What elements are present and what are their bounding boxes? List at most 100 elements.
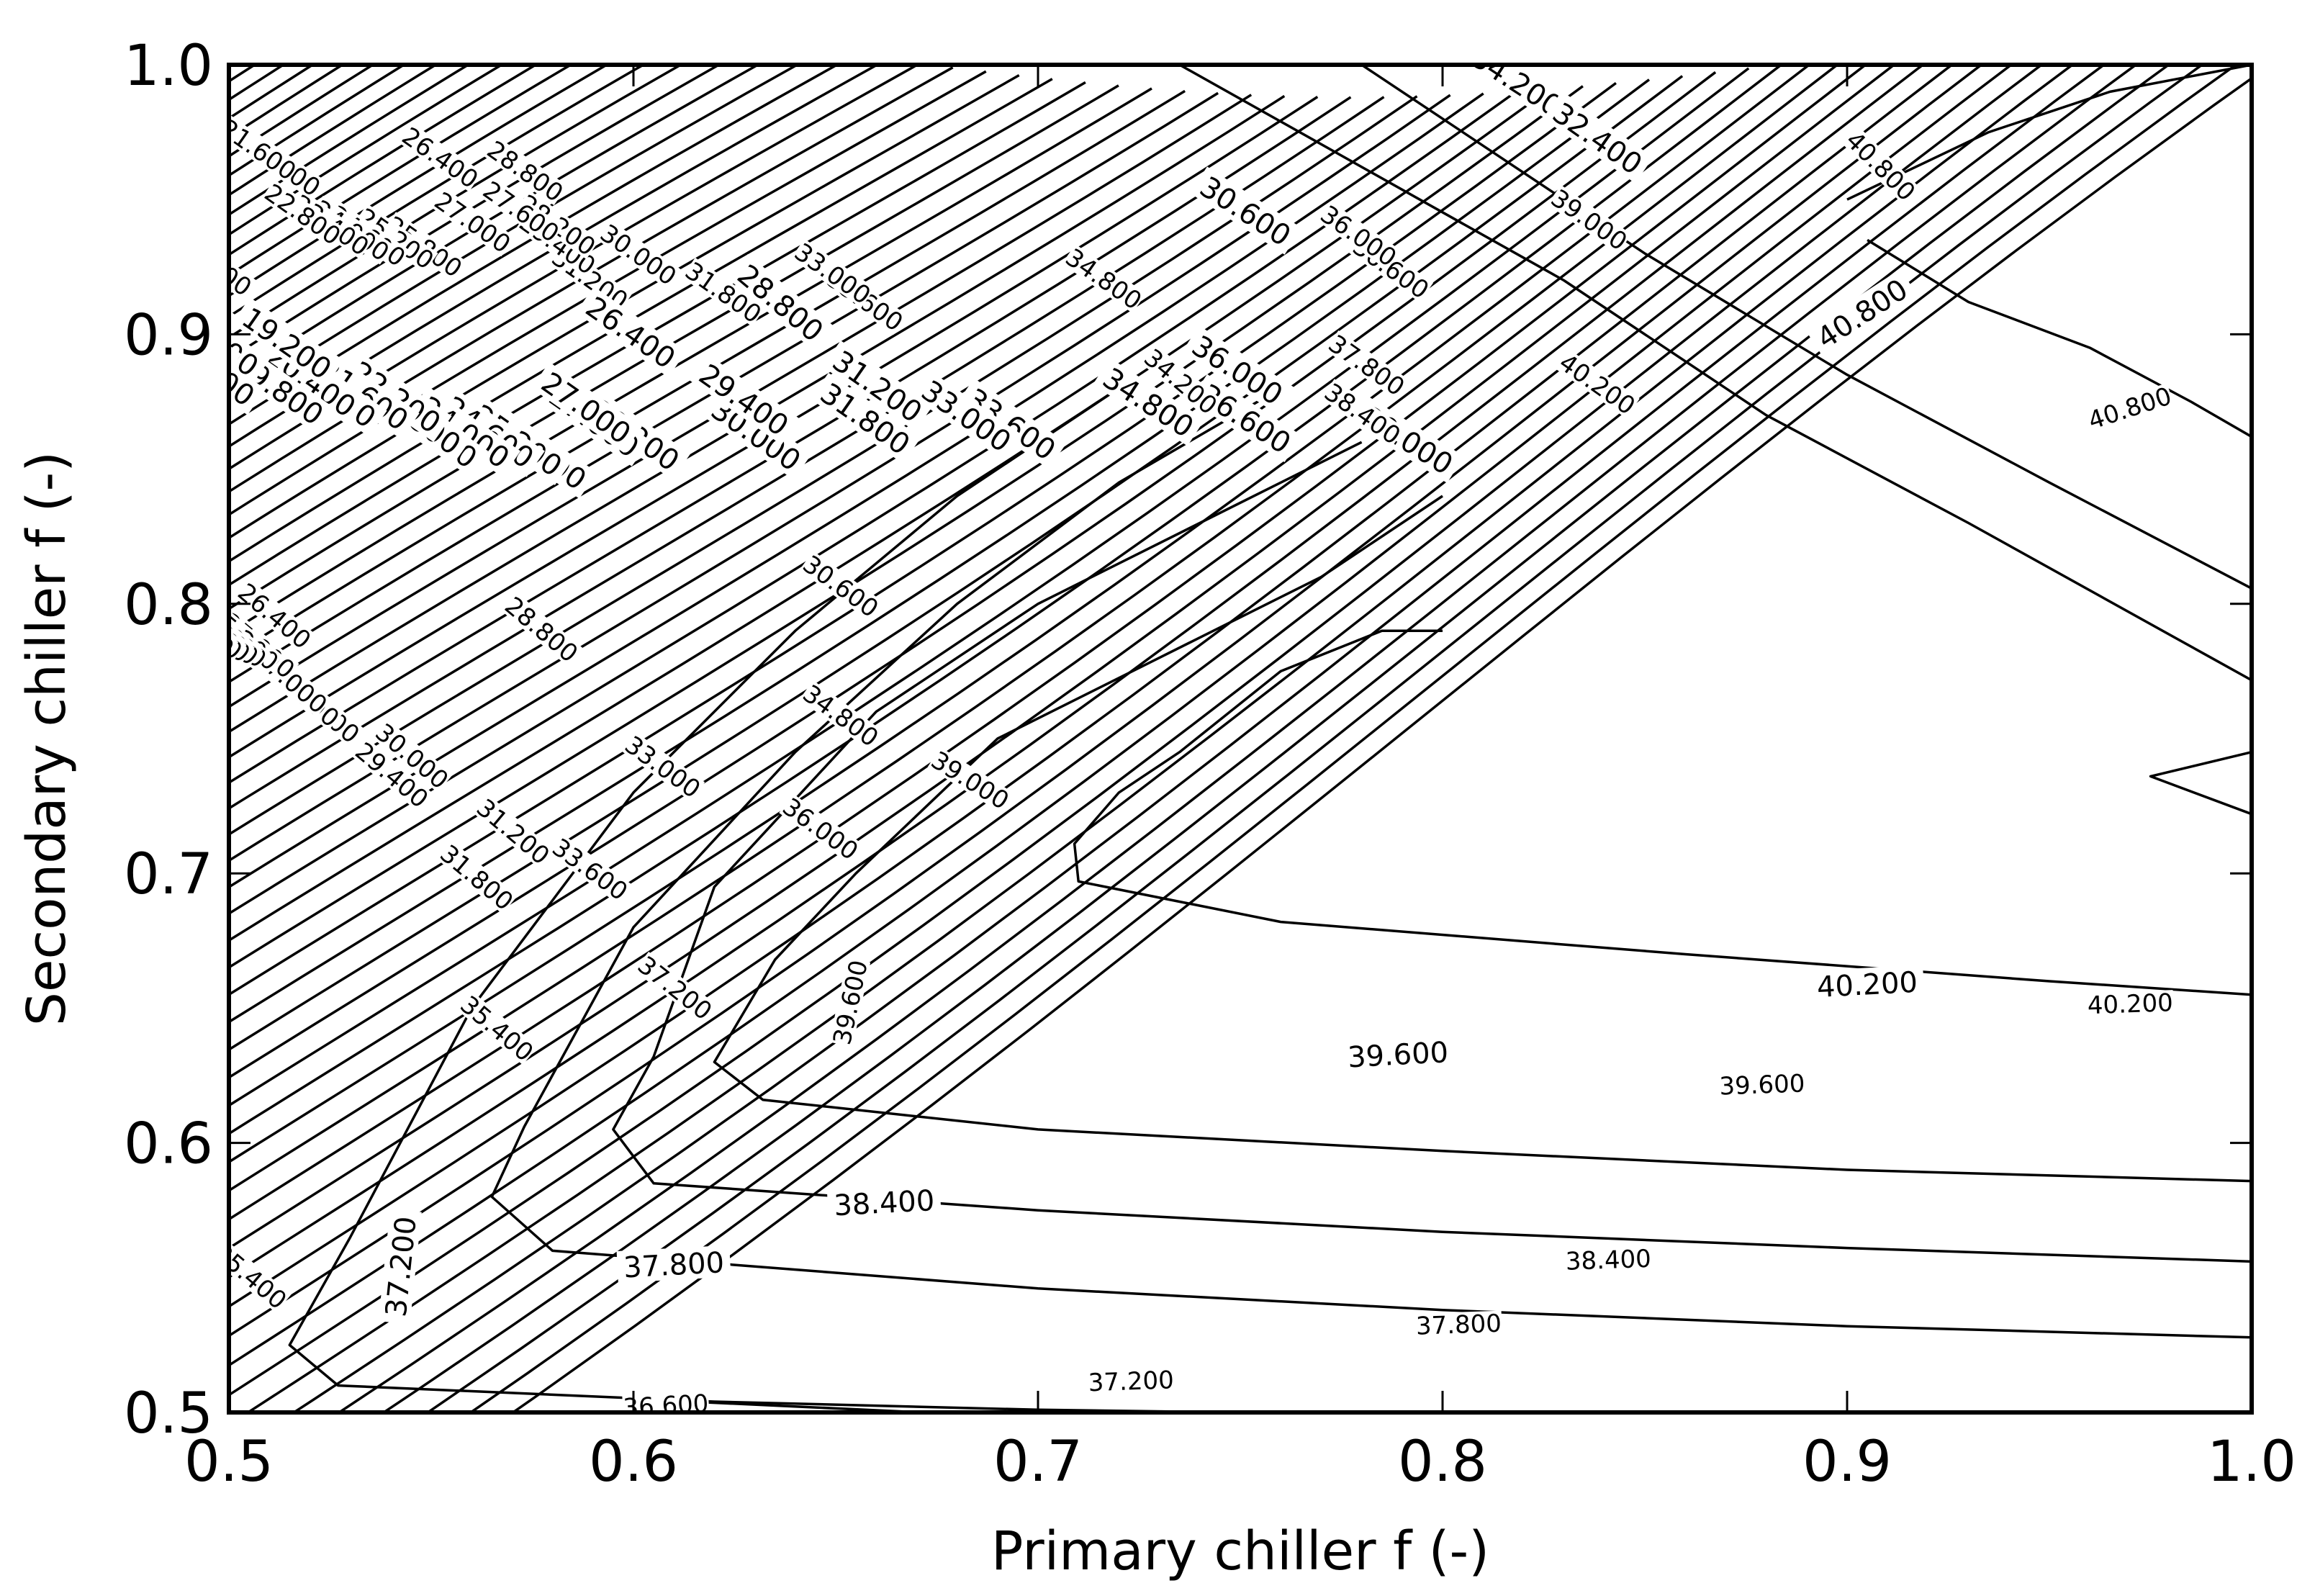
y-tick-label: 0.6 <box>124 1112 213 1177</box>
contour-label-bg <box>1181 325 1294 414</box>
contour-label-bg <box>1564 1245 1652 1273</box>
contour-line <box>229 65 376 158</box>
contour-label-bg <box>1547 184 1632 254</box>
contour-line <box>229 65 2013 1367</box>
contour-label-bg <box>1190 374 1302 462</box>
contour-line <box>229 65 722 361</box>
contour-label-bg <box>1325 330 1409 400</box>
y-tick-label: 0.7 <box>124 842 213 907</box>
contour-label-bg <box>1461 65 1574 125</box>
contour-line <box>229 65 610 297</box>
contour-line <box>1867 238 2252 438</box>
contour-line <box>633 1397 949 1412</box>
contour-line <box>229 65 800 404</box>
contour-line <box>229 96 1352 785</box>
contour-label-bg <box>456 991 538 1065</box>
contour-line <box>229 92 1484 889</box>
contour-line <box>1846 65 2252 201</box>
contour-label-bg <box>822 341 934 432</box>
contour-label-bg <box>2086 990 2174 1017</box>
contour-label-bg <box>1093 358 1205 446</box>
contour-label: 38.400 <box>1565 1245 1651 1276</box>
contour-label-bg <box>472 794 554 868</box>
contour-line <box>612 441 2252 1263</box>
contour-line <box>229 90 1517 916</box>
contour-line <box>229 65 538 256</box>
contour-label: 39.600 <box>1719 1069 1805 1101</box>
contour-label-bg <box>701 389 812 480</box>
contour-label-bg <box>727 253 835 351</box>
contour-label-bg <box>1320 379 1405 448</box>
contour-label: 40.200 <box>1816 966 1918 1004</box>
contour-label-bg <box>1555 349 1640 418</box>
contour-line <box>229 65 1897 1250</box>
contour-line <box>1178 65 2252 682</box>
contour-label-bg <box>1842 127 1921 205</box>
contour-line <box>229 65 1812 1164</box>
x-tick-label: 1.0 <box>2207 1430 2296 1494</box>
contour-line <box>1073 629 2252 996</box>
contour-line <box>229 65 761 382</box>
contour-line <box>713 495 2252 1183</box>
contour-line <box>2149 750 2252 816</box>
contour-label: 38.400 <box>833 1184 935 1222</box>
contour-line <box>229 96 1319 759</box>
contour-line <box>337 65 2139 1412</box>
contour-label-bg <box>378 1209 422 1325</box>
contour-label-bg <box>826 1183 942 1221</box>
tick-labels: 0.5 0.6 0.7 0.8 0.9 1.0 0.5 0.6 0.7 0.8 0.9 1.0 <box>124 34 2296 1494</box>
contour-line <box>229 94 1451 862</box>
contour-label-bg <box>911 370 1022 461</box>
contour-label-bg <box>261 179 346 249</box>
contour-line <box>292 65 2106 1412</box>
y-axis-label: Secondary chiller f (-) <box>16 451 78 1026</box>
contour-line <box>229 81 1617 996</box>
contour-label-bg <box>229 294 270 386</box>
contour-label: 37.200 <box>1088 1366 1174 1397</box>
contour-label-bg <box>1190 166 1302 255</box>
contour-label-bg <box>829 957 871 1047</box>
contour-label-bg <box>810 372 921 464</box>
x-tick-label: 0.9 <box>1802 1430 1892 1494</box>
contour-label-bg <box>927 747 1014 813</box>
contour-label: 37.800 <box>1415 1309 1502 1341</box>
x-tick-label: 0.5 <box>184 1430 274 1494</box>
contour-label-bg <box>596 220 681 289</box>
contour-line <box>1360 65 2252 590</box>
contour-label-bg <box>1805 269 1918 357</box>
contour-label: 37.800 <box>623 1246 725 1284</box>
contour-label-bg <box>1415 1310 1502 1338</box>
plot-frame <box>227 63 2254 1415</box>
contour-label-bg <box>1062 244 1147 313</box>
x-tick-label: 0.8 <box>1398 1430 1487 1494</box>
contour-line <box>229 65 1954 1308</box>
contour-line <box>229 65 407 177</box>
contour-label-bg <box>548 834 633 904</box>
contour-label-bg <box>1140 344 1222 418</box>
axis-ticks <box>227 63 2253 1414</box>
contour-label-bg <box>483 136 568 206</box>
contour-label-bg <box>799 680 883 751</box>
contour-label-bg <box>234 579 316 653</box>
contour-label-bg <box>1718 1070 1806 1098</box>
y-tick-label: 0.8 <box>124 573 213 638</box>
contour-line <box>229 65 257 84</box>
contour-line <box>229 65 315 120</box>
x-axis-label: Primary chiller f (-) <box>991 1520 1489 1582</box>
contour-line <box>229 65 920 471</box>
contour-label-bg <box>779 793 863 864</box>
contour-line <box>229 65 574 277</box>
contour-label-bg <box>1087 1367 1175 1394</box>
contour-label-bg <box>340 351 452 443</box>
contour-label: 40.200 <box>2087 988 2173 1020</box>
contour-line <box>229 65 345 139</box>
contour-label-bg <box>353 204 438 273</box>
contour-label-bg <box>436 840 518 914</box>
contour-line <box>229 65 1840 1192</box>
contour-line <box>229 88 1551 942</box>
contour-label-bg <box>371 718 453 793</box>
contour-label-bg <box>1810 965 1925 1003</box>
contour-label-bg <box>229 324 266 415</box>
